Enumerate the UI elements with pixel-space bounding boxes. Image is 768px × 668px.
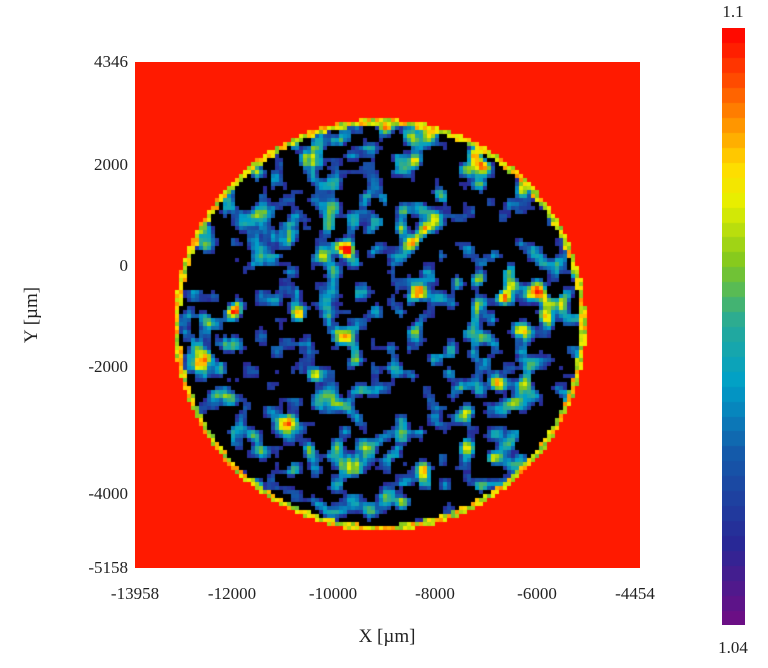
colorbar xyxy=(722,28,745,625)
y-axis-label: Y [µm] xyxy=(21,286,42,344)
y-tick-label: -2000 xyxy=(88,357,128,376)
x-tick-label: -6000 xyxy=(517,584,557,603)
y-tick-label: 4346 xyxy=(94,52,128,71)
x-tick-label: -8000 xyxy=(415,584,455,603)
y-tick-label: 0 xyxy=(119,256,129,275)
x-tick-label: -4454 xyxy=(615,584,655,603)
x-tick-label: -13958 xyxy=(110,584,160,603)
heatmap-plot-area xyxy=(135,62,640,568)
x-tick-label: -12000 xyxy=(207,584,257,603)
x-axis-label: X [µm] xyxy=(358,626,416,647)
colorbar-max-label: 1.1 xyxy=(722,2,744,21)
y-tick-label: -5158 xyxy=(88,558,128,577)
y-tick-label: -4000 xyxy=(88,484,128,503)
y-tick-label: 2000 xyxy=(94,155,128,174)
x-tick-label: -10000 xyxy=(308,584,358,603)
colorbar-min-label: 1.04 xyxy=(718,638,748,657)
